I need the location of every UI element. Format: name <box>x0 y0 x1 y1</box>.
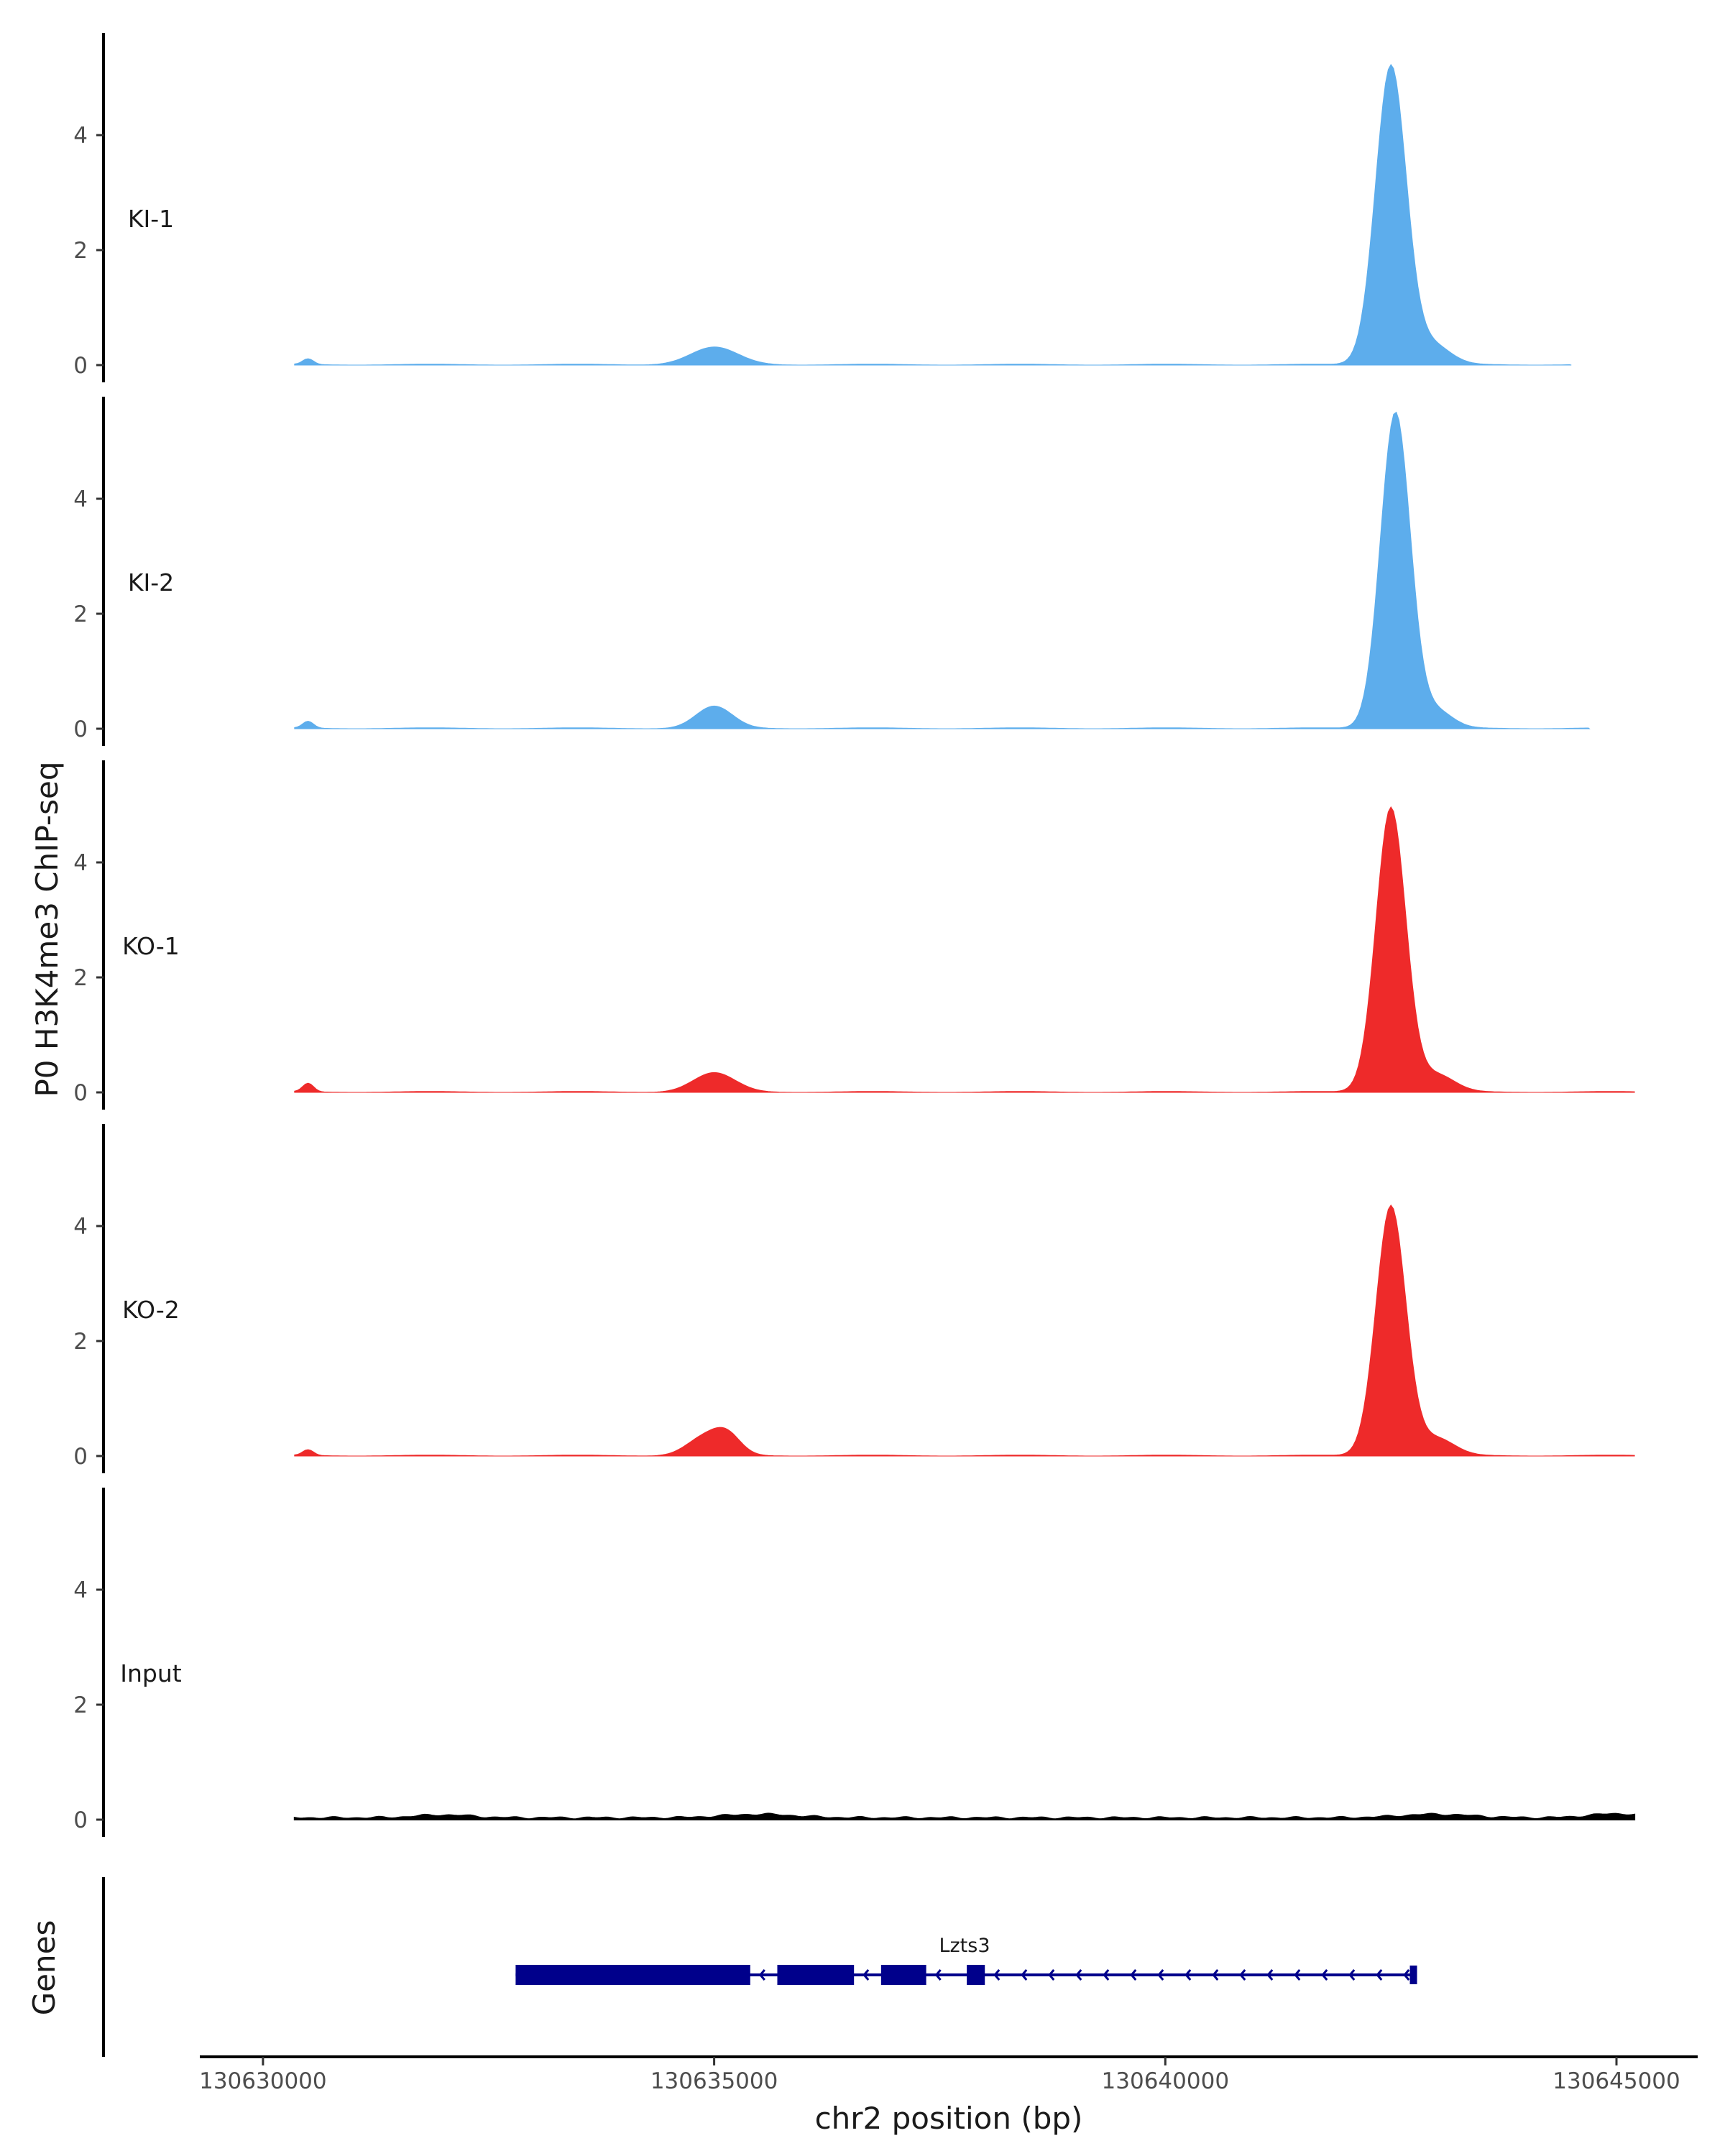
strand-arrow <box>1103 1969 1110 1981</box>
gene-model-lzts3 <box>515 1965 1417 1985</box>
gene-label-lzts3: Lzts3 <box>939 1935 990 1957</box>
gene-exon <box>777 1965 855 1985</box>
y-tick-label: 2 <box>73 602 88 627</box>
strand-arrow <box>1157 1969 1164 1981</box>
strand-arrow <box>1403 1969 1410 1981</box>
coverage-area-ko-2 <box>294 1204 1635 1457</box>
strand-arrow <box>1348 1969 1356 1981</box>
strand-arrow <box>1239 1969 1246 1981</box>
y-tick-label: 0 <box>73 1807 88 1833</box>
strand-arrow <box>1266 1969 1274 1981</box>
strand-arrow <box>862 1969 870 1981</box>
strand-arrow <box>1321 1969 1328 1981</box>
track-ko-2: 0 2 4 KO-2 <box>73 1124 1635 1473</box>
genes-panel: Genes Lzts3 <box>27 1877 1417 2057</box>
y-tick-label: 0 <box>73 717 88 742</box>
y-tick-label: 0 <box>73 1080 88 1106</box>
track-label-ko-2: KO-2 <box>122 1296 180 1324</box>
track-label-ki-1: KI-1 <box>128 205 174 233</box>
track-label-input: Input <box>120 1659 182 1687</box>
gene-exon <box>515 1965 750 1985</box>
y-tick-label: 2 <box>73 238 88 264</box>
track-ki-1: 0 2 4 KI-1 <box>73 33 1572 382</box>
gene-exon <box>967 1965 985 1985</box>
track-label-ko-1: KO-1 <box>122 932 180 960</box>
gene-exon <box>1409 1966 1417 1984</box>
y-tick-label: 4 <box>73 850 88 876</box>
coverage-area-ki-1 <box>294 63 1572 366</box>
x-tick-label: 130640000 <box>1102 2068 1230 2094</box>
y-tick-label: 4 <box>73 1214 88 1240</box>
y-tick-label: 4 <box>73 1577 88 1603</box>
track-ko-1: 0 2 4 KO-1 <box>73 760 1635 1110</box>
coverage-tracks: 0 2 4 KI-1 0 2 4 KI-2 0 2 4 KO-1 0 2 4 KO-2 0 2 4 Input <box>73 33 1636 1837</box>
y-tick-label: 0 <box>73 353 88 379</box>
x-axis-title: chr2 position (bp) <box>815 2101 1083 2136</box>
strand-arrow <box>758 1969 765 1981</box>
strand-arrow <box>1075 1969 1082 1981</box>
track-ki-2: 0 2 4 KI-2 <box>73 397 1591 746</box>
coverage-area-ko-1 <box>294 806 1635 1093</box>
strand-arrow <box>993 1969 1000 1981</box>
strand-arrow <box>934 1969 942 1981</box>
y-tick-label: 0 <box>73 1444 88 1470</box>
y-axis-title: P0 H3K4me3 ChIP-seq <box>29 761 65 1097</box>
x-tick-label: 130630000 <box>199 2068 327 2094</box>
coverage-area-ki-2 <box>294 411 1591 729</box>
strand-arrow <box>1021 1969 1028 1981</box>
track-label-ki-2: KI-2 <box>128 568 174 596</box>
y-tick-label: 2 <box>73 1329 88 1355</box>
strand-arrow <box>1212 1969 1219 1981</box>
x-axis: 130630000 130635000 130640000 130645000 chr… <box>199 2055 1698 2136</box>
strand-arrow <box>1130 1969 1137 1981</box>
x-tick-label: 130645000 <box>1552 2068 1680 2094</box>
y-tick-label: 2 <box>73 965 88 991</box>
genes-panel-title: Genes <box>27 1920 62 2016</box>
y-tick-label: 4 <box>73 487 88 512</box>
y-tick-label: 4 <box>73 123 88 149</box>
strand-arrow <box>1184 1969 1192 1981</box>
x-tick-label: 130635000 <box>650 2068 778 2094</box>
coverage-area-input <box>293 1812 1636 1820</box>
y-tick-label: 2 <box>73 1692 88 1718</box>
strand-arrow <box>1048 1969 1055 1981</box>
gene-exon <box>880 1965 926 1985</box>
track-input: 0 2 4 Input <box>73 1488 1636 1837</box>
x-axis-ticks: 130630000 130635000 130640000 130645000 <box>199 2057 1680 2094</box>
strand-arrow <box>1376 1969 1383 1981</box>
strand-arrow <box>1294 1969 1301 1981</box>
